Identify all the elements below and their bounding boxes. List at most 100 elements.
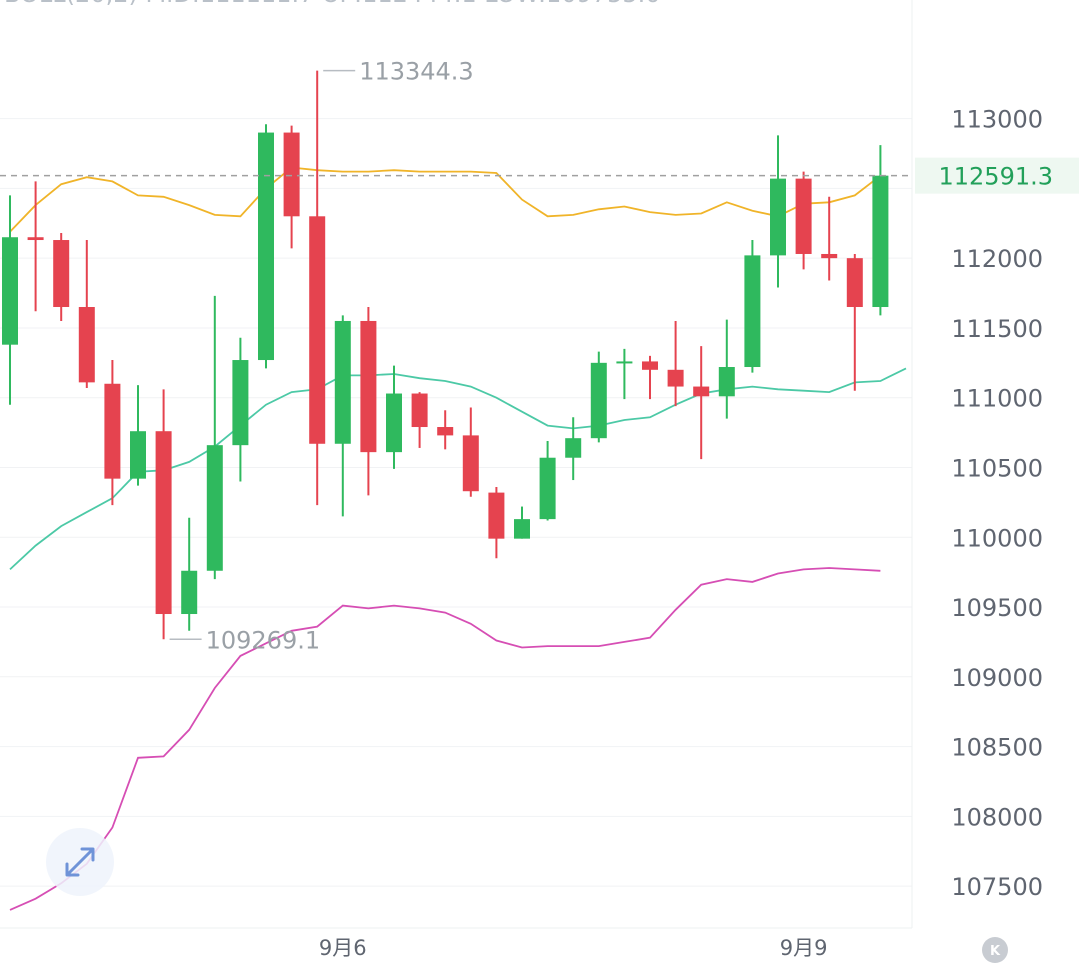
candle-body <box>283 132 300 217</box>
candle-body <box>27 237 44 241</box>
candle <box>744 240 761 373</box>
candle <box>181 517 198 631</box>
price-axis-label: 110500 <box>951 454 1043 482</box>
candle-body <box>360 320 377 453</box>
candle-body <box>232 360 249 446</box>
candle <box>104 360 121 506</box>
candle <box>2 195 18 405</box>
price-axis-label: 111500 <box>951 315 1043 343</box>
candle-body <box>437 427 454 436</box>
candle-body <box>821 253 838 259</box>
candle <box>539 440 556 521</box>
candle <box>821 196 838 281</box>
bollinger-bands <box>9 166 907 911</box>
candle-body <box>590 362 607 439</box>
current-price-line: 112591.3 <box>0 157 1079 194</box>
candle-body <box>155 431 172 615</box>
price-axis-label: 109500 <box>951 594 1043 622</box>
candle-body <box>795 178 812 254</box>
high-marker-label: 113344.3 <box>359 58 474 86</box>
price-axis-label: 113000 <box>951 106 1043 134</box>
candle-body <box>718 367 735 397</box>
candle-body <box>667 369 684 387</box>
time-axis-label: 9月9 <box>780 936 828 960</box>
candle <box>718 319 735 419</box>
time-axis-label: 9月6 <box>319 936 367 960</box>
candle-body <box>770 178 786 256</box>
candle-body <box>642 361 658 370</box>
candle <box>258 124 274 369</box>
candle <box>616 348 633 400</box>
candle-body <box>2 237 18 345</box>
candle <box>872 145 889 316</box>
candle <box>667 320 684 407</box>
candle-body <box>539 457 556 520</box>
boll-upper-line <box>9 166 881 233</box>
candle-body <box>616 361 633 364</box>
high-low-markers: 113344.3 109269.1 <box>169 58 474 654</box>
candle <box>642 355 658 400</box>
candle-body <box>514 519 530 539</box>
candle <box>565 417 582 481</box>
candle <box>846 253 863 391</box>
candle <box>53 233 70 321</box>
boll-lower-line <box>9 567 881 911</box>
candle-body <box>565 438 582 458</box>
candle <box>795 171 812 270</box>
candle <box>488 487 505 559</box>
price-axis: 113000 112000 111500 111000 110500 110000 1095… <box>951 106 1043 902</box>
candle-body <box>488 492 505 539</box>
time-axis: 9月6 9月9 <box>319 936 828 960</box>
candle <box>27 181 44 312</box>
candle <box>309 70 326 506</box>
candle <box>283 125 300 249</box>
candle-body <box>462 435 479 492</box>
price-axis-label: 109000 <box>951 664 1043 692</box>
candle <box>770 135 786 288</box>
candle <box>590 351 607 443</box>
candle-body <box>258 132 274 361</box>
current-price-tag <box>915 157 1079 194</box>
price-axis-label: 111000 <box>951 385 1043 413</box>
candle <box>334 315 351 517</box>
current-price-label: 112591.3 <box>938 163 1053 191</box>
candle-body <box>181 570 198 615</box>
candle-body <box>411 393 428 428</box>
candle-body <box>130 431 146 479</box>
candle-body <box>334 320 351 444</box>
price-axis-label: 107500 <box>951 873 1043 901</box>
low-marker-label: 109269.1 <box>206 626 321 654</box>
grid-lines <box>0 118 912 887</box>
candle <box>386 365 402 469</box>
candle-body <box>846 258 863 308</box>
candle <box>360 307 377 496</box>
candle-body <box>693 386 710 397</box>
candle <box>514 506 530 539</box>
candle <box>411 392 428 448</box>
expand-icon <box>65 847 95 877</box>
candle <box>78 240 95 388</box>
expand-chart-button[interactable] <box>46 828 114 896</box>
candle <box>437 410 454 450</box>
price-axis-label: 110000 <box>951 524 1043 552</box>
candle <box>462 407 479 497</box>
price-axis-label: 112000 <box>951 245 1043 273</box>
k-logo-icon: K <box>982 937 1008 963</box>
candles <box>2 70 889 640</box>
candle <box>155 389 172 640</box>
candle <box>232 337 249 482</box>
candle <box>693 346 710 460</box>
candle-body <box>309 216 326 444</box>
candle-body <box>744 255 761 368</box>
price-axis-label: 108000 <box>951 803 1043 831</box>
indicator-legend: BOLL(20,2) MID:111111.7 UP:112444.1 LOW:… <box>4 0 661 8</box>
candle-body <box>872 175 889 308</box>
candle <box>206 295 223 580</box>
candle-body <box>386 393 402 453</box>
candle-body <box>53 240 70 308</box>
candle-body <box>104 383 121 479</box>
svg-text:K: K <box>990 944 1001 959</box>
candle-body <box>206 445 223 571</box>
